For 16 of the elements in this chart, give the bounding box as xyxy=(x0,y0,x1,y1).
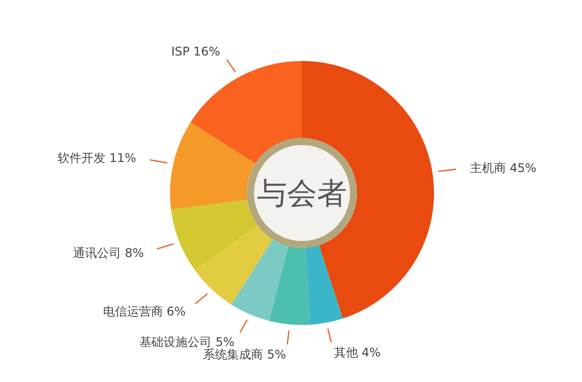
slice-label: 软件开发 11% xyxy=(58,150,136,165)
slice-label: 其他 4% xyxy=(334,345,381,360)
donut-slice xyxy=(305,245,343,325)
text: 与会者 xyxy=(257,176,347,212)
slice-label: 系统集成商 5% xyxy=(203,347,286,362)
slice-label: 主机商 45% xyxy=(470,160,536,175)
slice-label: 通讯公司 8% xyxy=(73,246,144,260)
donut-slice xyxy=(170,122,256,210)
donut-slice xyxy=(171,200,258,271)
donut-slice xyxy=(231,239,288,321)
slice-label: 电信运营商 6% xyxy=(102,304,186,318)
donut-slice xyxy=(195,225,273,304)
donut-slice xyxy=(190,61,302,164)
donut-slice xyxy=(269,246,310,325)
slice-label: ISP 16% xyxy=(171,44,220,58)
slice-label: 基础设施公司 5% xyxy=(140,334,234,349)
